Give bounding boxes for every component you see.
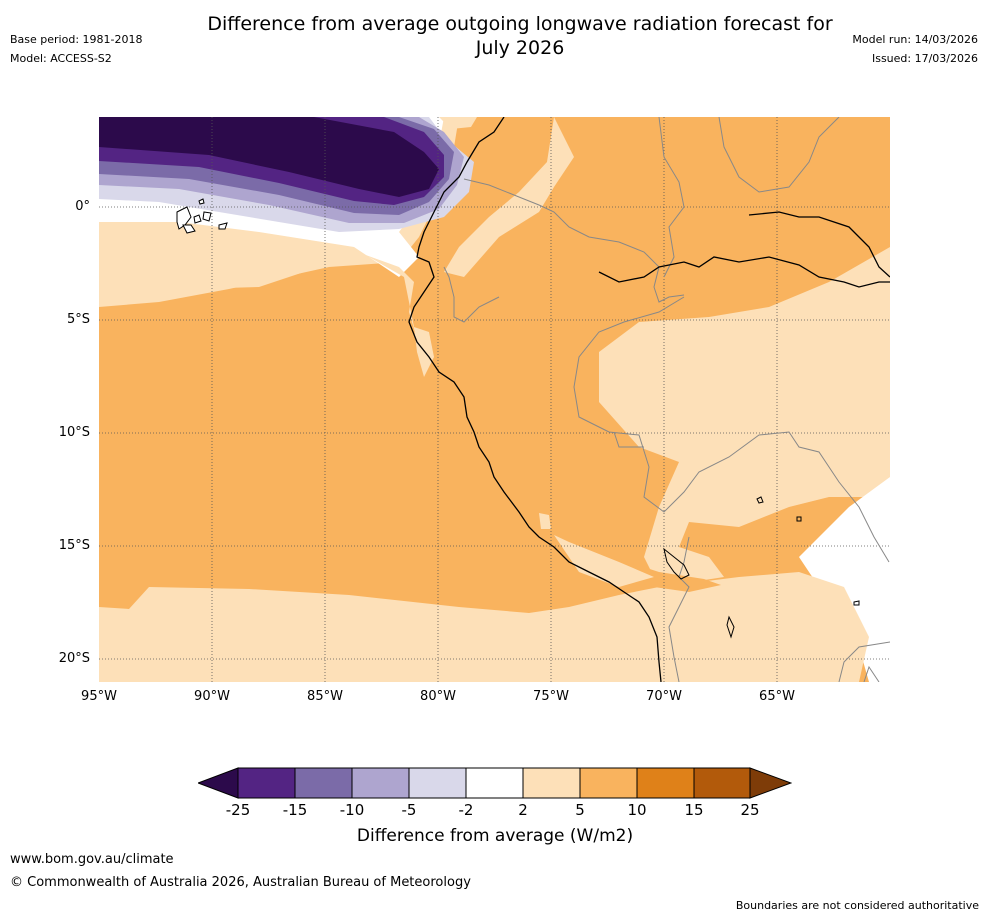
title-line-2: July 2026 <box>475 37 565 59</box>
anomaly-band-2-5-pacific-coast <box>439 117 477 129</box>
model-name: Model: ACCESS-S2 <box>10 52 112 65</box>
map-gridlines <box>99 117 890 682</box>
anomaly-band-2-5-chile-patch <box>554 535 654 587</box>
footer-url: www.bom.gov.au/climate <box>10 852 174 867</box>
title-line-1: Difference from average outgoing longwav… <box>207 13 833 35</box>
colorbar-tick-neg15: -15 <box>282 801 308 819</box>
colorbar-tick-25: 25 <box>740 801 760 819</box>
anomaly-band-2-5-colombia <box>444 117 574 277</box>
olr-anomaly-map <box>99 117 890 682</box>
colorbar-segment-above-25 <box>749 767 792 799</box>
colorbar-tick-neg10: -10 <box>339 801 365 819</box>
lat-label-5s: 5°S <box>66 312 90 327</box>
colorbar <box>198 767 792 799</box>
anomaly-band-2-5-coastal-patch <box>414 327 434 377</box>
colorbar-segment-neg5-neg2 <box>408 767 467 799</box>
colorbar-segment-10-15 <box>636 767 695 799</box>
anomaly-band-2-5-southeast <box>619 572 869 682</box>
anomaly-band-below-neg25 <box>99 117 439 197</box>
anomaly-band-2-5-east <box>599 247 890 587</box>
model-run-date: Model run: 14/03/2026 <box>852 33 978 46</box>
lon-label-90w: 90°W <box>194 689 230 704</box>
footer-disclaimer: Boundaries are not considered authoritat… <box>735 899 979 912</box>
anomaly-band-5-10-bolivia-patch <box>554 537 721 592</box>
lakes <box>663 496 860 639</box>
lon-label-65w: 65°W <box>759 689 795 704</box>
colorbar-segment-2-5 <box>522 767 581 799</box>
colorbar-segment-neg2-2 <box>465 767 524 799</box>
coastline <box>408 117 890 682</box>
anomaly-band-2-5-peru-patch <box>539 513 551 529</box>
lon-label-85w: 85°W <box>307 689 343 704</box>
colorbar-tick-15: 15 <box>684 801 704 819</box>
colorbar-tick-2: 2 <box>518 801 528 819</box>
anomaly-band-2-5-south <box>99 587 669 682</box>
colorbar-segment-15-25 <box>693 767 751 799</box>
colorbar-tick-5: 5 <box>575 801 585 819</box>
country-boundaries <box>443 117 890 682</box>
colorbar-segment-neg25-neg15 <box>237 767 296 799</box>
lat-label-10s: 10°S <box>58 425 90 440</box>
galapagos-islands <box>176 198 228 234</box>
colorbar-segment-5-10 <box>579 767 638 799</box>
colorbar-tick-10: 10 <box>627 801 647 819</box>
anomaly-band-2-5-equator <box>99 223 424 352</box>
lon-label-70w: 70°W <box>646 689 682 704</box>
issued-date: Issued: 17/03/2026 <box>871 52 978 65</box>
lat-label-0: 0° <box>75 199 90 214</box>
colorbar-segment-below-neg25 <box>198 767 239 799</box>
lon-label-80w: 80°W <box>420 689 456 704</box>
lat-label-15s: 15°S <box>58 538 90 553</box>
colorbar-title: Difference from average (W/m2) <box>356 826 634 846</box>
lon-label-95w: 95°W <box>81 689 117 704</box>
colorbar-tick-neg2: -2 <box>458 801 474 819</box>
chart-title: Difference from average outgoing longwav… <box>150 12 890 60</box>
colorbar-segment-neg15-neg10 <box>294 767 353 799</box>
base-period: Base period: 1981-2018 <box>10 33 143 46</box>
lat-label-20s: 20°S <box>58 651 90 666</box>
colorbar-segment-neg10-neg5 <box>351 767 410 799</box>
lon-label-75w: 75°W <box>533 689 569 704</box>
footer-copyright: © Commonwealth of Australia 2026, Austra… <box>10 875 471 890</box>
colorbar-tick-neg25: -25 <box>225 801 251 819</box>
colorbar-tick-neg5: -5 <box>401 801 417 819</box>
